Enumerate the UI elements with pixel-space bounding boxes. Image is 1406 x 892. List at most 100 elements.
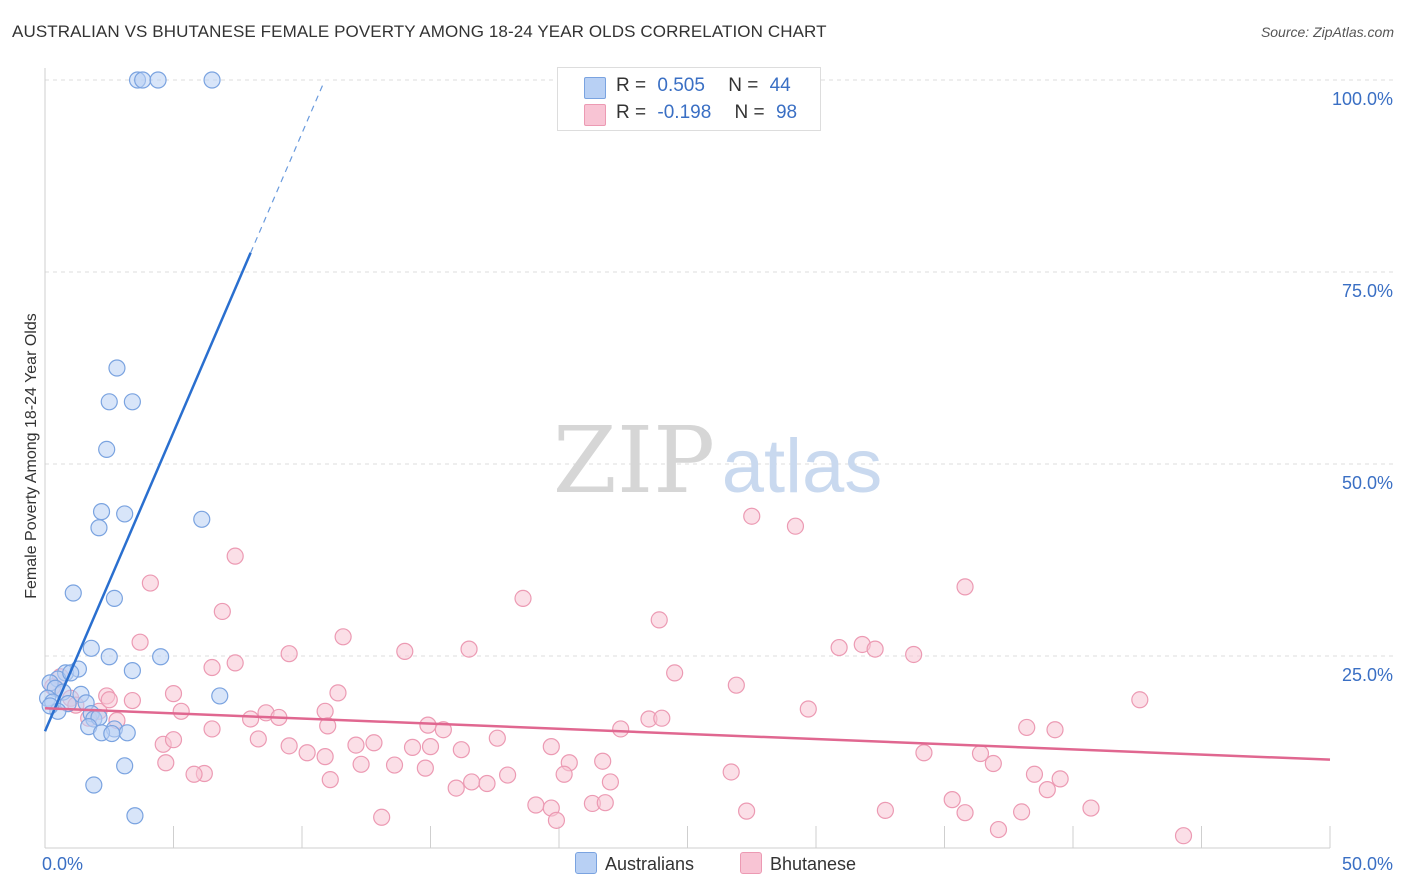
y-tick-label: 50.0% — [1342, 473, 1393, 493]
bhutanese-point — [334, 628, 352, 646]
bhutanese-point — [463, 773, 481, 791]
bhutanese-point — [989, 820, 1008, 839]
bhutanese-point — [347, 736, 365, 754]
australian-point — [211, 687, 229, 705]
watermark: ZIP atlas — [553, 407, 882, 514]
australian-point — [149, 71, 167, 89]
bhutanese-point — [131, 633, 149, 651]
bhutanese-point — [203, 658, 221, 677]
bhutanese-point — [1082, 799, 1100, 817]
australian-point — [134, 71, 152, 89]
australian-point — [116, 757, 134, 775]
series-bhutanese-points — [44, 507, 1193, 845]
bhutanese-point — [419, 716, 437, 734]
bhutanese-point — [460, 640, 478, 658]
bhutanese-point — [555, 765, 573, 783]
australian-point — [64, 584, 82, 602]
bhutanese-point — [164, 731, 183, 749]
bhutanese-point — [727, 676, 745, 694]
australian-point — [85, 776, 103, 794]
bhutanese-point — [612, 720, 630, 738]
x-tick-label-max: 50.0% — [1342, 854, 1393, 874]
australian-point — [105, 589, 123, 608]
source-label: Source: ZipAtlas.com — [1260, 24, 1394, 40]
australians-trend-extension — [250, 85, 324, 254]
australian-point — [126, 807, 144, 825]
bhutanese-point — [1051, 770, 1069, 788]
bhutanese-point — [185, 765, 203, 783]
bottom-legend-australians: Australians — [575, 852, 694, 875]
australians-trend-line — [43, 252, 252, 732]
bhutanese-point — [319, 717, 337, 735]
bhutanese-point — [385, 756, 404, 774]
bhutanese-point — [434, 721, 452, 739]
australian-point — [152, 648, 170, 666]
bhutanese-point — [365, 734, 383, 752]
y-tick-label: 25.0% — [1342, 665, 1393, 685]
bhutanese-point — [915, 744, 933, 762]
y-axis-label: Female Poverty Among 18-24 Year Olds — [23, 313, 40, 599]
legend-n-label: N = — [734, 102, 765, 123]
bhutanese-point — [1131, 691, 1149, 709]
australian-point — [82, 639, 100, 657]
bhutanese-point — [1174, 827, 1193, 845]
legend-swatch-australians — [584, 77, 606, 99]
bhutanese-point — [956, 804, 974, 822]
bhutanese-point — [743, 507, 761, 525]
bhutanese-point — [488, 729, 506, 747]
australian-point — [98, 440, 116, 459]
bhutanese-point — [298, 744, 316, 762]
legend-n-value-bhutanese: 98 — [775, 102, 798, 123]
australian-point — [92, 503, 111, 521]
legend-n-value-australians: 44 — [769, 75, 791, 96]
bhutanese-point — [280, 737, 298, 755]
bhutanese-point — [499, 766, 517, 784]
bhutanese-point — [1046, 721, 1064, 739]
tick-labels: 25.0% 50.0% 75.0% 100.0% 0.0% 50.0% — [42, 89, 1393, 874]
bhutanese-point — [396, 642, 414, 660]
bhutanese-point — [416, 759, 434, 777]
bhutanese-point — [352, 755, 370, 773]
australian-point — [118, 724, 136, 742]
bhutanese-trend-line — [44, 706, 1331, 761]
australian-point — [103, 724, 121, 743]
australian-point — [193, 510, 211, 528]
australian-point — [123, 661, 141, 680]
legend-r-value-bhutanese: -0.198 — [657, 102, 712, 123]
y-tick-label: 75.0% — [1342, 281, 1393, 301]
bhutanese-point — [123, 691, 141, 710]
australian-point — [100, 648, 118, 666]
bhutanese-point — [280, 645, 298, 663]
bhutanese-point — [1038, 781, 1056, 799]
bhutanese-point — [452, 741, 470, 759]
bhutanese-point — [316, 748, 334, 766]
bhutanese-point — [527, 796, 545, 814]
bhutanese-point — [866, 640, 884, 658]
bhutanese-point — [403, 738, 422, 756]
bhutanese-point — [478, 774, 496, 793]
bhutanese-point — [547, 811, 566, 829]
bhutanese-point — [738, 802, 756, 820]
legend-r-value-australians: 0.505 — [657, 75, 705, 96]
bhutanese-point — [601, 773, 620, 791]
trend-lines — [43, 85, 1331, 761]
bhutanese-point — [596, 794, 614, 812]
bhutanese-point — [650, 611, 668, 629]
bhutanese-point — [141, 574, 159, 592]
watermark-zip: ZIP — [553, 407, 715, 514]
bottom-legend-swatch-bhutanese — [740, 852, 762, 874]
australian-point — [108, 359, 126, 377]
y-tick-label: 100.0% — [1332, 89, 1393, 109]
bottom-legend-swatch-australians — [575, 852, 597, 874]
bhutanese-point — [329, 684, 347, 702]
correlation-legend: R = 0.505 N = 44 R = -0.198 N = 98 — [557, 67, 821, 131]
bhutanese-point — [514, 589, 532, 608]
watermark-atlas: atlas — [722, 424, 883, 509]
bhutanese-point — [100, 691, 118, 709]
legend-r-label: R = — [616, 75, 647, 96]
chart-title: AUSTRALIAN VS BHUTANESE FEMALE POVERTY A… — [12, 22, 827, 41]
bhutanese-point — [1012, 803, 1031, 821]
bhutanese-point — [830, 638, 848, 657]
bhutanese-point — [905, 645, 923, 664]
